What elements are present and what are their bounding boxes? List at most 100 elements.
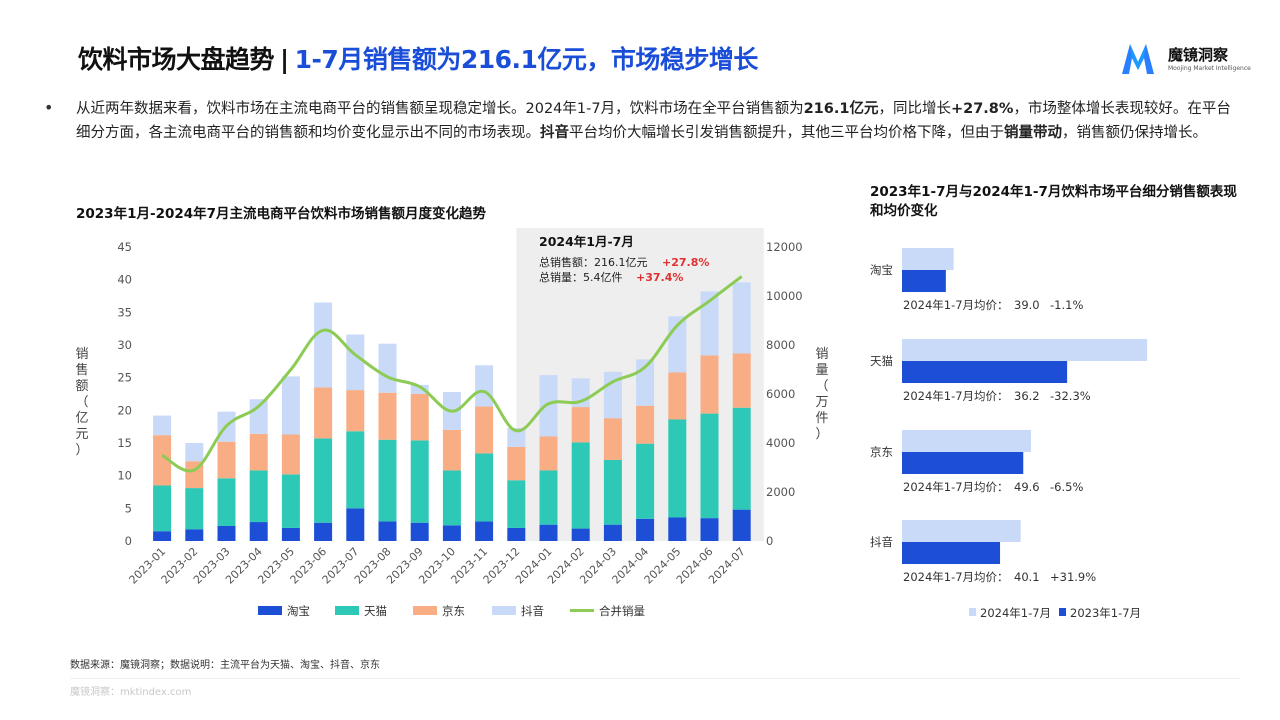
bar-segment <box>314 302 333 388</box>
bar-segment <box>281 376 300 435</box>
y2-tick-label: 12000 <box>766 240 803 254</box>
logo-text: 魔镜洞察 <box>1168 46 1229 64</box>
bar-segment <box>668 316 687 373</box>
avg-price-value: 36.2 <box>1014 389 1040 403</box>
bar-segment <box>539 375 558 437</box>
bar-segment <box>507 427 526 447</box>
title-separator: | <box>280 45 289 74</box>
legend-swatch <box>1059 608 1066 616</box>
bar-segment <box>153 531 172 541</box>
bullet-icon: • <box>44 98 54 117</box>
bar-segment <box>217 478 236 526</box>
summary-text-5: ，销售额仍保持增长。 <box>1062 125 1207 141</box>
legend-swatch <box>413 606 437 615</box>
bar-segment <box>700 291 719 356</box>
legend-label: 淘宝 <box>287 604 310 618</box>
x-tick-label: 2023-07 <box>320 545 362 587</box>
platform-label: 淘宝 <box>870 263 893 277</box>
bar-segment <box>507 446 526 481</box>
bar-segment <box>378 392 397 440</box>
bar-2024 <box>902 339 1148 361</box>
bar-segment <box>732 509 751 541</box>
bar-segment <box>603 418 622 460</box>
bar-segment <box>539 524 558 541</box>
avg-price-label: 2024年1-7月均价： <box>903 298 1009 312</box>
legend-swatch <box>492 606 516 615</box>
x-tick-label: 2024-07 <box>706 545 748 587</box>
bar-segment <box>346 334 365 391</box>
bar-segment <box>636 443 655 519</box>
callout-sales-label: 总销售额：216.1亿元 <box>539 255 648 269</box>
x-tick-label: 2024-04 <box>610 545 652 587</box>
avg-price-value: 39.0 <box>1014 298 1040 312</box>
y-tick-label: 5 <box>125 501 132 515</box>
y2-tick-label: 8000 <box>766 338 795 352</box>
legend-label: 京东 <box>442 604 465 618</box>
bar-segment <box>410 394 429 441</box>
x-tick-label: 2024-02 <box>545 545 587 587</box>
x-tick-label: 2023-04 <box>223 545 265 587</box>
x-tick-label: 2023-06 <box>288 545 330 587</box>
footer-watermark: 魔镜洞察：mktindex.com <box>70 687 192 698</box>
bar-segment <box>442 429 461 471</box>
legend-swatch <box>258 606 282 615</box>
summary-bold-douyin: 抖音 <box>540 125 569 141</box>
logo-subtext: Moojing Market Intelligence <box>1168 65 1251 72</box>
bar-segment <box>571 378 590 408</box>
avg-price-change: -1.1% <box>1050 298 1083 312</box>
legend-label: 2023年1-7月 <box>1070 606 1141 620</box>
legend-label: 合并销量 <box>599 604 645 618</box>
bar-2023 <box>902 270 946 292</box>
bar-segment <box>442 525 461 541</box>
data-source-note: 数据来源：魔镜洞察；数据说明：主流平台为天猫、淘宝、抖音、京东 <box>70 660 380 671</box>
summary-text-1: 从近两年数据来看，饮料市场在主流电商平台的销售额呈现稳定增长。2024年1-7月… <box>76 101 804 117</box>
bar-segment <box>636 405 655 444</box>
callout-title: 2024年1月-7月 <box>539 234 634 249</box>
y-tick-label: 0 <box>125 534 132 548</box>
bar-segment <box>153 415 172 436</box>
bar-segment <box>378 439 397 522</box>
bar-segment <box>378 343 397 393</box>
y2-tick-label: 2000 <box>766 485 795 499</box>
bar-segment <box>281 527 300 541</box>
y-tick-label: 45 <box>117 240 132 254</box>
bar-segment <box>346 508 365 541</box>
x-tick-label: 2023-05 <box>255 545 297 587</box>
summary-bold-volume: 销量带动 <box>1004 125 1062 141</box>
y-tick-label: 25 <box>117 371 132 385</box>
bar-segment <box>475 521 494 541</box>
x-tick-label: 2024-01 <box>513 545 555 587</box>
moojing-logo-icon <box>1122 44 1154 74</box>
avg-price-label: 2024年1-7月均价： <box>903 480 1009 494</box>
bar-segment <box>314 438 333 523</box>
x-tick-label: 2023-08 <box>352 545 394 587</box>
bar-segment <box>217 525 236 541</box>
bar-segment <box>668 372 687 420</box>
callout-volume-label: 总销量：5.4亿件 <box>539 270 623 284</box>
bar-segment <box>732 353 751 408</box>
y-tick-label: 10 <box>117 469 132 483</box>
legend-label: 天猫 <box>364 604 387 618</box>
x-tick-label: 2023-01 <box>127 545 169 587</box>
bar-segment <box>378 521 397 541</box>
bar-segment <box>668 517 687 541</box>
bar-segment <box>346 390 365 432</box>
summary-text-4: 平台均价大幅增长引发销售额提升，其他三平台均价格下降，但由于 <box>569 125 1004 141</box>
bar-segment <box>314 387 333 439</box>
bar-segment <box>153 485 172 532</box>
bar-segment <box>281 434 300 475</box>
bar-2024 <box>902 430 1031 452</box>
footer-divider <box>70 678 1240 679</box>
bar-segment <box>346 431 365 509</box>
bar-2023 <box>902 542 1001 564</box>
x-tick-label: 2023-03 <box>191 545 233 587</box>
bar-2023 <box>902 452 1024 474</box>
bar-segment <box>603 371 622 419</box>
bar-segment <box>700 413 719 519</box>
bar-segment <box>410 440 429 523</box>
bar-segment <box>700 355 719 414</box>
bar-segment <box>249 470 268 523</box>
title-main: 饮料市场大盘趋势 <box>78 45 275 74</box>
x-tick-label: 2023-09 <box>384 545 426 587</box>
bar-segment <box>249 522 268 541</box>
